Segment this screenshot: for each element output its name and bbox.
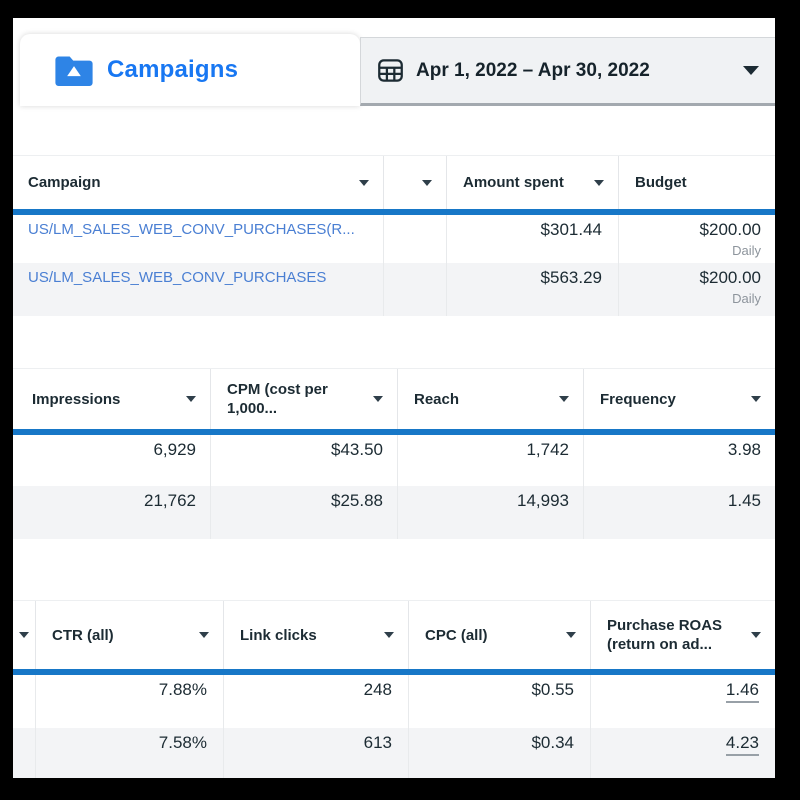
column-header-amount-spent-label: Amount spent [463,174,564,191]
date-range-picker[interactable]: Apr 1, 2022 – Apr 30, 2022 [360,37,775,106]
table-row: 6,929 $43.50 1,742 3.98 [13,435,775,486]
roas-cell: 4.23 [590,728,775,778]
sort-caret-icon [751,632,761,638]
budget-value: $200.00 [699,220,761,239]
sort-caret-icon [199,632,209,638]
table-header-rule [13,209,775,215]
ctr-value: 7.88% [35,675,223,728]
impressions-value: 6,929 [153,440,196,459]
blank-cell [383,263,446,316]
sort-caret-icon [373,396,383,402]
table-header-rule [13,669,775,675]
sort-caret-icon [384,632,394,638]
column-header-cpc-label: CPC (all) [425,626,488,644]
clipped-cell: 8 [13,675,41,728]
metrics-table-header-row: Impressions CPM (cost per 1,000... Reach… [13,368,775,429]
reach-value: 1,742 [397,435,583,486]
column-header-impressions-label: Impressions [32,390,121,408]
column-header-ctr-label: CTR (all) [52,626,114,644]
cpm-value: $25.88 [210,486,397,539]
frequency-value: 1.45 [583,486,775,539]
column-header-reach[interactable]: Reach [397,369,583,429]
sort-caret-icon [186,396,196,402]
budget-period: Daily [732,243,761,258]
metrics-table-section: Impressions CPM (cost per 1,000... Reach… [13,368,775,539]
budget-period: Daily [732,291,761,306]
sort-caret-icon [566,632,576,638]
sort-caret-icon [19,632,29,638]
campaigns-folder-icon [55,56,93,86]
sort-caret-icon [751,396,761,402]
table-header-rule [13,429,775,435]
column-header-blank[interactable] [383,156,446,209]
column-header-cpm[interactable]: CPM (cost per 1,000... [210,369,397,429]
campaign-table-header-row: Campaign Amount spent Budget [13,155,775,209]
ads-manager-panel: Campaigns Apr 1, 2022 – Apr 30, 2022 Cam… [13,18,775,778]
column-header-cpm-line1: CPM (cost per [227,381,328,398]
column-header-clipped[interactable] [13,601,35,669]
sort-caret-icon [559,396,569,402]
column-header-link-clicks-label: Link clicks [240,626,317,644]
campaign-link[interactable]: US/LM_SALES_WEB_CONV_PURCHASES [28,269,327,286]
roas-cell: 1.46 [590,675,775,728]
table-row: US/LM_SALES_WEB_CONV_PURCHASES $563.29 $… [13,263,775,316]
ctr-value: 7.58% [35,728,223,778]
performance-table-section: CTR (all) Link clicks CPC (all) Purchase… [13,600,775,778]
cpm-value: $43.50 [210,435,397,486]
blank-cell [383,215,446,263]
column-header-amount-spent[interactable]: Amount spent [446,156,618,209]
budget-cell: $200.00 Daily [618,215,775,263]
column-header-frequency-label: Frequency [600,390,676,408]
column-header-frequency[interactable]: Frequency [583,369,775,429]
column-header-roas-line1: Purchase ROAS [607,617,723,634]
campaign-table-section: Campaign Amount spent Budget US/LM_SALES… [13,155,775,316]
column-header-cpm-label: CPM (cost per 1,000... [227,380,328,418]
campaign-link[interactable]: US/LM_SALES_WEB_CONV_PURCHASES(R... [28,221,355,238]
table-row: US/LM_SALES_WEB_CONV_PURCHASES(R... $301… [13,215,775,263]
link-clicks-value: 248 [223,675,408,728]
purchase-roas-value[interactable]: 1.46 [725,680,759,703]
table-row: 8 7.88% 248 $0.55 1.46 [13,675,775,728]
calendar-icon [378,59,403,82]
reach-value: 14,993 [397,486,583,539]
column-header-purchase-roas-label: Purchase ROAS (return on ad... [607,616,722,654]
budget-cell: $200.00 Daily [618,263,775,316]
column-header-link-clicks[interactable]: Link clicks [223,601,408,669]
sort-caret-icon [422,179,432,186]
column-header-purchase-roas[interactable]: Purchase ROAS (return on ad... [590,601,775,669]
frequency-value: 3.98 [583,435,775,486]
budget-value: $200.00 [699,268,761,287]
sort-caret-icon [594,179,604,186]
date-range-label: Apr 1, 2022 – Apr 30, 2022 [416,59,650,81]
purchase-roas-value[interactable]: 4.23 [725,733,759,756]
link-clicks-value: 613 [223,728,408,778]
column-header-budget[interactable]: Budget [618,156,775,209]
cpc-value: $0.55 [408,675,590,728]
sort-caret-icon [359,179,369,186]
column-header-reach-label: Reach [414,390,460,408]
column-header-impressions[interactable]: Impressions [13,369,210,429]
table-row: 21,762 $25.88 14,993 1.45 [13,486,775,539]
tab-campaigns-label: Campaigns [107,56,239,83]
column-header-cpm-line2: 1,000... [227,400,278,417]
column-header-campaign-label: Campaign [28,174,101,191]
cpc-value: $0.34 [408,728,590,778]
amount-spent-value: $301.44 [446,215,618,263]
chevron-down-icon [743,66,759,75]
clipped-cell: 5 [13,728,41,778]
tab-campaigns[interactable]: Campaigns [20,34,360,106]
impressions-value: 21,762 [144,491,196,510]
column-header-budget-label: Budget [635,174,687,191]
column-header-ctr[interactable]: CTR (all) [35,601,223,669]
column-header-campaign[interactable]: Campaign [13,156,383,209]
column-header-roas-line2: (return on ad... [607,636,712,653]
campaign-name-cell: US/LM_SALES_WEB_CONV_PURCHASES(R... [13,215,383,263]
table-row: 5 7.58% 613 $0.34 4.23 [13,728,775,778]
performance-table-header-row: CTR (all) Link clicks CPC (all) Purchase… [13,600,775,669]
column-header-cpc[interactable]: CPC (all) [408,601,590,669]
amount-spent-value: $563.29 [446,263,618,316]
campaign-name-cell: US/LM_SALES_WEB_CONV_PURCHASES [13,263,383,316]
